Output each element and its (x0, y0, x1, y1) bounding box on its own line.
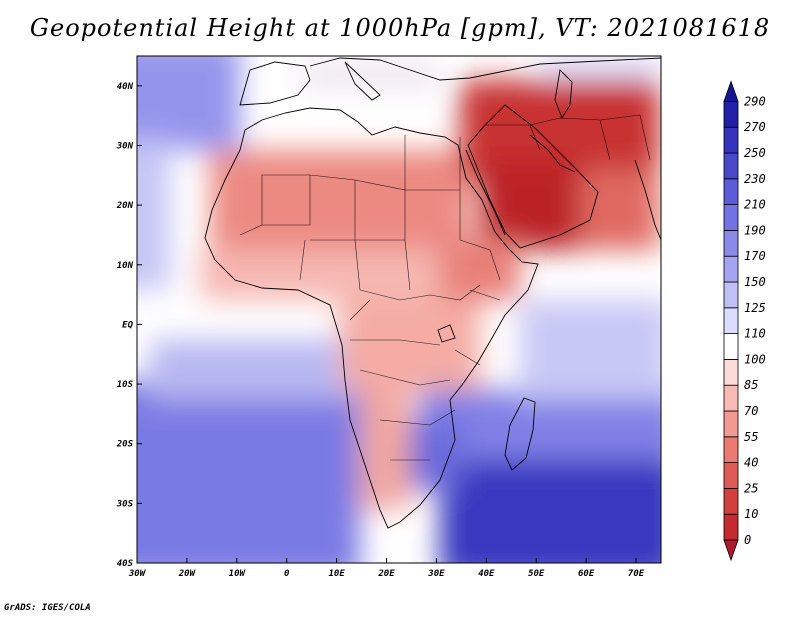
coastlines (204, 57, 661, 529)
colorbar-level-label: 85 (744, 378, 758, 392)
arabian-sea-region (580, 170, 660, 250)
colorbar-level-label: 250 (744, 146, 766, 160)
sahara-borders (239, 135, 461, 291)
y-tick-label: 10N (117, 261, 134, 271)
colorbar-level-label: 230 (744, 172, 766, 186)
colorbar-swatch (723, 410, 739, 438)
colorbar-swatch (723, 333, 739, 360)
horn-of-africa-region (440, 240, 520, 300)
colorbar-level-label: 10 (744, 507, 758, 521)
colorbar: 0 10 25 40 55 70 85 100 110 125 150 170 190 210 230 250… (723, 80, 766, 562)
map-axes: 30W 20W 10W 0 10E 20E 30E 40E 50E 60E 70E 40N 30N 20N… (116, 82, 645, 579)
y-tick-label: 20S (116, 440, 134, 450)
colorbar-swatch (723, 436, 739, 463)
europe-coastline (309, 57, 661, 81)
indian-ocean-ridge-region (420, 390, 661, 460)
x-tick-label: 0 (284, 569, 290, 579)
x-tick-label: 50E (528, 569, 545, 579)
colorbar-level-label: 70 (744, 404, 758, 418)
y-tick-label: EQ (122, 320, 133, 330)
north-atlantic-high-region (137, 56, 240, 150)
colorbar-level-label: 190 (744, 223, 766, 237)
colorbar-swatch (723, 229, 739, 257)
y-tick-label: 40N (117, 82, 134, 92)
colorbar-swatch (723, 281, 739, 309)
map-title: Geopotential Height at 1000hPa [gpm], VT… (29, 14, 771, 42)
colorbar-swatch (723, 462, 739, 489)
east-africa-borders (454, 239, 501, 366)
caspian-coastline (554, 69, 573, 120)
x-tick-label: 40E (478, 569, 495, 579)
colorbar-max-arrow (723, 80, 739, 102)
x-tick-label: 60E (578, 569, 595, 579)
india-coastline (634, 159, 661, 241)
colorbar-level-label: 100 (744, 352, 766, 366)
colorbar-level-label: 55 (744, 430, 758, 444)
middle-east-borders (485, 114, 651, 161)
saharan-low-region (210, 150, 470, 250)
y-tick-label: 30N (116, 141, 134, 151)
south-indian-high-region (440, 440, 661, 563)
colorbar-level-label: 0 (744, 533, 751, 547)
southwest-africa-trough-region (360, 390, 410, 510)
colorbar-swatch (723, 178, 739, 206)
x-tick-label: 20E (377, 569, 395, 579)
x-tick-label: 10W (229, 569, 247, 579)
atlantic-ridge-region (137, 140, 170, 290)
south-atlantic-high-region (137, 380, 360, 563)
colorbar-level-label: 170 (744, 249, 766, 263)
colorbar-swatch (723, 255, 739, 283)
y-tick-label: 10S (117, 380, 134, 390)
south-atlantic-edge-region (150, 340, 350, 400)
map-frame (136, 55, 662, 564)
colorbar-level-label: 125 (744, 301, 766, 315)
indian-ocean-edge-region (520, 300, 661, 400)
colorbar-swatch (723, 126, 739, 154)
country-borders (239, 114, 651, 461)
persian-gulf-coastline (529, 134, 576, 173)
x-tick-label: 30W (128, 569, 147, 579)
x-tick-label: 20W (178, 569, 197, 579)
y-tick-label: 30S (116, 499, 134, 509)
colorbar-swatch (723, 152, 739, 180)
colorbar-level-label: 25 (744, 481, 758, 495)
colorbar-swatch (723, 384, 739, 412)
arabian-peninsula-coastline (467, 104, 599, 249)
grads-credit: GrADS: IGES/COLA (4, 603, 91, 613)
colorbar-swatch (723, 358, 739, 386)
italy-coastline (344, 61, 381, 101)
colorbar-swatch (723, 513, 739, 541)
colorbar-level-label: 110 (744, 327, 766, 341)
colorbar-swatch (723, 307, 739, 334)
x-tick-label: 10E (328, 569, 345, 579)
central-asia-region (540, 56, 660, 76)
colorbar-min-arrow (723, 539, 739, 562)
lake-victoria-coastline (437, 324, 456, 343)
arabian-low-region (480, 160, 580, 250)
colorbar-swatch (723, 204, 739, 231)
central-africa-region (340, 300, 480, 390)
colorbar-level-label: 270 (744, 120, 766, 134)
colorbar-level-label: 150 (744, 275, 766, 289)
colorbar-level-label: 40 (744, 456, 758, 470)
map-plot-area (136, 55, 662, 564)
colorbar-swatch (723, 487, 739, 515)
colorbar-level-label: 290 (744, 94, 766, 108)
x-tick-label: 30E (427, 569, 445, 579)
red-sea-coastline (465, 149, 506, 236)
y-tick-label: 20N (116, 201, 134, 211)
madagascar-coastline (504, 397, 536, 471)
colorbar-swatch (723, 101, 739, 128)
height-field (137, 56, 661, 563)
colorbar-level-label: 210 (744, 198, 766, 212)
africa-coastline (204, 107, 539, 529)
central-africa-borders (349, 284, 481, 461)
y-tick-label: 40S (117, 559, 134, 569)
x-tick-label: 70E (628, 569, 645, 579)
iberia-coastline (239, 61, 311, 106)
